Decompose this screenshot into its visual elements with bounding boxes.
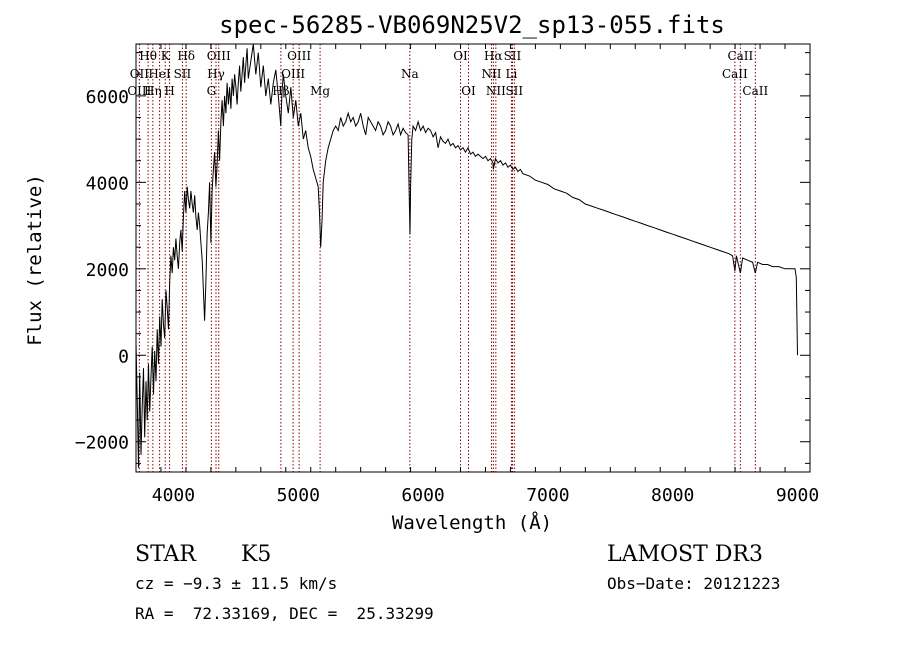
line-marker-label: NII xyxy=(486,84,506,98)
line-marker-label: Hα xyxy=(484,49,503,63)
y-axis-ticks: −2000 0 2000 4000 6000 xyxy=(75,52,810,464)
line-marker-label: Na xyxy=(401,67,419,81)
line-marker-label: OIII xyxy=(127,84,151,98)
y-axis-label: Flux (relative) xyxy=(24,174,46,346)
y-tick-label: 4000 xyxy=(86,173,129,194)
x-tick-label: 8000 xyxy=(651,485,694,506)
object-subclass: K5 xyxy=(241,542,271,567)
object-class: STAR xyxy=(135,542,197,567)
line-marker-label: CaII xyxy=(727,49,753,63)
x-tick-label: 4000 xyxy=(152,485,195,506)
line-marker-label: K xyxy=(161,49,171,63)
line-marker-label: Li xyxy=(506,67,518,81)
line-marker-label: OI xyxy=(453,49,468,63)
x-axis-label: Wavelength (Å) xyxy=(392,511,552,534)
line-marker-label: Hη xyxy=(144,84,162,98)
y-tick-label: 0 xyxy=(118,346,129,367)
line-markers xyxy=(138,44,756,472)
line-marker-label: Hγ xyxy=(207,67,225,81)
obs-date: Obs−Date: 20121223 xyxy=(607,574,780,593)
plot-frame xyxy=(135,43,811,473)
line-marker-label: OIII xyxy=(207,49,231,63)
line-marker-label: OIII xyxy=(281,67,305,81)
y-tick-label: −2000 xyxy=(75,433,129,454)
x-tick-label: 9000 xyxy=(776,485,819,506)
line-marker-label: HeI xyxy=(148,67,171,81)
line-marker-label: CaII xyxy=(742,84,768,98)
line-marker-label: Mg xyxy=(310,84,330,98)
spectrum-line xyxy=(135,43,798,468)
line-marker-label: H xyxy=(164,84,174,98)
x-tick-label: 5000 xyxy=(277,485,320,506)
line-marker-label: OI xyxy=(461,84,476,98)
line-marker-label: OIII xyxy=(287,49,311,63)
line-marker-label: Hθ xyxy=(139,49,157,63)
x-axis-ticks: 4000 5000 6000 7000 8000 9000 xyxy=(135,44,819,506)
survey-name: LAMOST DR3 xyxy=(607,542,763,567)
line-marker-label: SII xyxy=(504,49,522,63)
line-marker-label: Hδ xyxy=(177,49,195,63)
y-tick-label: 2000 xyxy=(86,260,129,281)
x-tick-label: 7000 xyxy=(526,485,569,506)
line-marker-label: Hβ xyxy=(272,84,289,98)
chart-title: spec-56285-VB069N25V2_sp13-055.fits xyxy=(219,11,725,39)
line-marker-label: NII xyxy=(481,67,501,81)
line-marker-label: CaII xyxy=(722,67,748,81)
line-marker-label: G xyxy=(207,84,217,98)
line-marker-label: SII xyxy=(505,84,523,98)
redshift-info: cz = −9.3 ± 11.5 km/s xyxy=(135,574,337,593)
line-marker-label: SII xyxy=(174,67,192,81)
coordinates: RA = 72.33169, DEC = 25.33299 xyxy=(135,604,434,623)
x-tick-label: 6000 xyxy=(401,485,444,506)
y-tick-label: 6000 xyxy=(86,87,129,108)
